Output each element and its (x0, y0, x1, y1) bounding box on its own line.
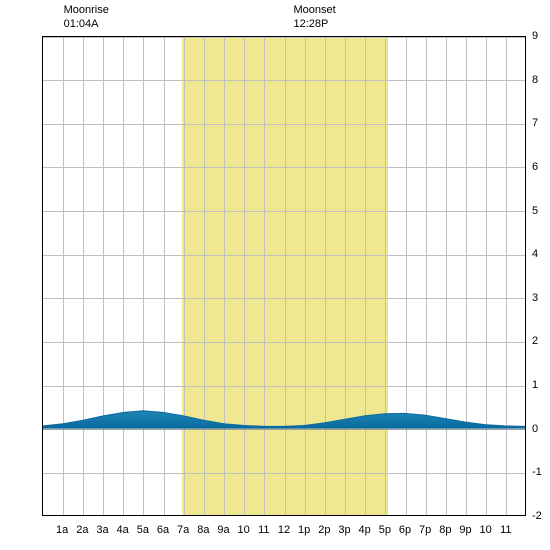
x-tick-label: 11 (258, 524, 269, 536)
x-tick-label: 9p (459, 524, 471, 536)
x-tick-label: 10 (480, 524, 492, 536)
x-tick-label: 8a (197, 524, 209, 536)
y-tick-label: 6 (532, 161, 538, 173)
y-tick-label: 3 (532, 292, 538, 304)
y-tick-label: 0 (532, 423, 538, 435)
moonrise-time: 01:04A (64, 18, 109, 32)
y-tick-label: 7 (532, 117, 538, 129)
x-tick-label: 9a (217, 524, 229, 536)
x-tick-label: 4p (359, 524, 371, 536)
x-tick-label: 3p (338, 524, 350, 536)
x-tick-label: 2p (318, 524, 330, 536)
x-tick-label: 10 (238, 524, 250, 536)
x-tick-label: 2a (76, 524, 88, 536)
y-tick-label: 5 (532, 205, 538, 217)
y-tick-label: 8 (532, 74, 538, 86)
moonrise-title: Moonrise (64, 4, 109, 18)
y-tick-label: 4 (532, 248, 538, 260)
x-tick-label: 6a (157, 524, 169, 536)
y-tick-label: 9 (532, 30, 538, 42)
x-tick-label: 4a (117, 524, 129, 536)
moonset-label: Moonset 12:28P (293, 4, 335, 32)
x-tick-label: 7p (419, 524, 431, 536)
moonrise-label: Moonrise 01:04A (64, 4, 109, 32)
x-tick-label: 5a (137, 524, 149, 536)
x-tick-label: 8p (439, 524, 451, 536)
moonset-title: Moonset (293, 4, 335, 18)
x-tick-label: 6p (399, 524, 411, 536)
x-tick-label: 7a (177, 524, 189, 536)
x-tick-label: 12 (278, 524, 290, 536)
x-tick-label: 5p (379, 524, 391, 536)
x-tick-label: 3a (96, 524, 108, 536)
moonset-time: 12:28P (293, 18, 335, 32)
x-tick-label: 1p (298, 524, 310, 536)
tide-chart: { "layout": { "canvas_w": 550, "canvas_h… (0, 0, 550, 550)
x-tick-label: 11 (500, 524, 511, 536)
y-tick-label: 2 (532, 335, 538, 347)
y-tick-label: -1 (532, 466, 542, 478)
y-tick-label: -2 (532, 510, 542, 522)
plot-area (42, 36, 526, 516)
y-tick-label: 1 (532, 379, 538, 391)
x-tick-label: 1a (56, 524, 68, 536)
tide-curve (43, 37, 525, 515)
